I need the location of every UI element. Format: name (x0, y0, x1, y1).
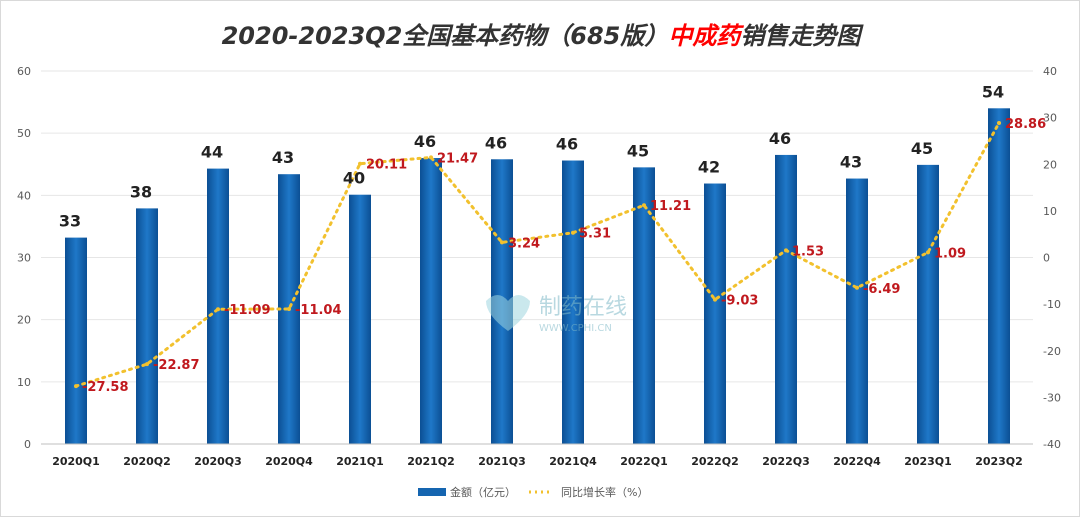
x-tick: 2023Q2 (975, 455, 1023, 468)
y-left-tick: 60 (17, 65, 31, 78)
x-tick: 2021Q3 (478, 455, 526, 468)
bar-label: 43 (272, 148, 294, 167)
x-tick: 2020Q4 (265, 455, 313, 468)
watermark-text: 制药在线 (539, 295, 627, 320)
y-right-tick: -40 (1043, 438, 1061, 451)
growth-point (287, 306, 291, 311)
x-tick: 2022Q3 (762, 455, 810, 468)
growth-label: -9.03 (721, 294, 758, 309)
x-tick: 2023Q1 (904, 455, 952, 468)
growth-label: 1.53 (792, 244, 824, 259)
y-left-tick: 40 (17, 189, 31, 202)
watermark-sub: WWW.CPHI.CN (539, 323, 612, 334)
legend-bar-swatch (418, 488, 446, 496)
bar-label: 38 (130, 182, 152, 201)
x-tick: 2021Q2 (407, 455, 455, 468)
legend-bar-label: 金额（亿元） (450, 485, 516, 499)
x-tick: 2020Q1 (52, 455, 100, 468)
growth-label: 3.24 (508, 236, 540, 251)
growth-point (997, 120, 1001, 125)
y-left-tick: 0 (24, 438, 31, 451)
growth-point (500, 240, 504, 245)
bar (420, 158, 442, 445)
y-right-tick: 20 (1043, 158, 1057, 171)
growth-label: 28.86 (1005, 117, 1046, 132)
watermark: 制药在线 WWW.CPHI.CN (486, 295, 627, 334)
growth-label: 5.31 (579, 227, 611, 242)
bar-label: 54 (982, 82, 1004, 101)
bar-label: 46 (414, 132, 436, 151)
growth-point (74, 384, 78, 389)
bar (988, 108, 1010, 445)
y-right-tick: 30 (1043, 112, 1057, 125)
growth-point (713, 297, 717, 302)
bar (65, 237, 87, 444)
y-right-tick: 10 (1043, 205, 1057, 218)
growth-point (429, 155, 433, 160)
legend-line-label: 同比增长率（%） (561, 485, 648, 499)
y-right-tick: -10 (1043, 298, 1061, 311)
growth-label: 20.11 (366, 158, 407, 173)
x-tick: 2022Q1 (620, 455, 668, 468)
growth-point (358, 161, 362, 166)
y-left-tick: 20 (17, 314, 31, 327)
y-left-tick: 30 (17, 252, 31, 265)
growth-label: 11.21 (650, 199, 691, 214)
x-tick: 2020Q3 (194, 455, 242, 468)
growth-point (216, 307, 220, 312)
growth-label: -27.58 (82, 380, 129, 395)
bar-label: 46 (769, 129, 791, 148)
bar (704, 183, 726, 444)
y-right-tick: 40 (1043, 65, 1057, 78)
growth-line (74, 121, 1001, 388)
bar (136, 208, 158, 444)
growth-label: -11.09 (224, 303, 271, 318)
bar-label: 46 (485, 133, 507, 152)
bar-label: 45 (627, 141, 649, 160)
growth-label: -11.04 (295, 303, 342, 318)
bar-label: 45 (911, 139, 933, 158)
chart-title: 2020-2023Q2全国基本药物（685版）中成药销售走势图 (222, 22, 865, 50)
bar-label: 40 (343, 169, 365, 188)
y-left-tick: 10 (17, 376, 31, 389)
growth-point (145, 362, 149, 367)
bar-label: 46 (556, 135, 578, 154)
growth-label: -6.49 (863, 282, 900, 297)
growth-point (784, 248, 788, 253)
growth-point (855, 285, 859, 290)
bar (562, 160, 584, 444)
legend: 金额（亿元） 同比增长率（%） (418, 485, 648, 499)
y-left-tick: 50 (17, 127, 31, 140)
y-right-tick: -20 (1043, 345, 1061, 358)
bar-label: 33 (59, 212, 81, 231)
bar (775, 154, 797, 445)
growth-point (642, 203, 646, 208)
bar (349, 194, 371, 444)
bar (633, 167, 655, 444)
bar (207, 168, 229, 444)
growth-point (926, 250, 930, 255)
x-tick: 2021Q4 (549, 455, 597, 468)
bar-label: 43 (840, 153, 862, 172)
x-tick: 2022Q4 (833, 455, 881, 468)
y-right-tick: 0 (1043, 252, 1050, 265)
bar (846, 178, 868, 444)
growth-label: -22.87 (153, 358, 200, 373)
x-tick: 2022Q2 (691, 455, 739, 468)
bar-label: 42 (698, 158, 720, 177)
x-tick: 2020Q2 (123, 455, 171, 468)
y-right-tick: -30 (1043, 391, 1061, 404)
growth-point (571, 230, 575, 235)
growth-label: 1.09 (934, 246, 966, 261)
bar-label: 44 (201, 143, 223, 162)
bar (917, 164, 939, 444)
x-tick: 2021Q1 (336, 455, 384, 468)
growth-label: 21.47 (437, 151, 478, 166)
